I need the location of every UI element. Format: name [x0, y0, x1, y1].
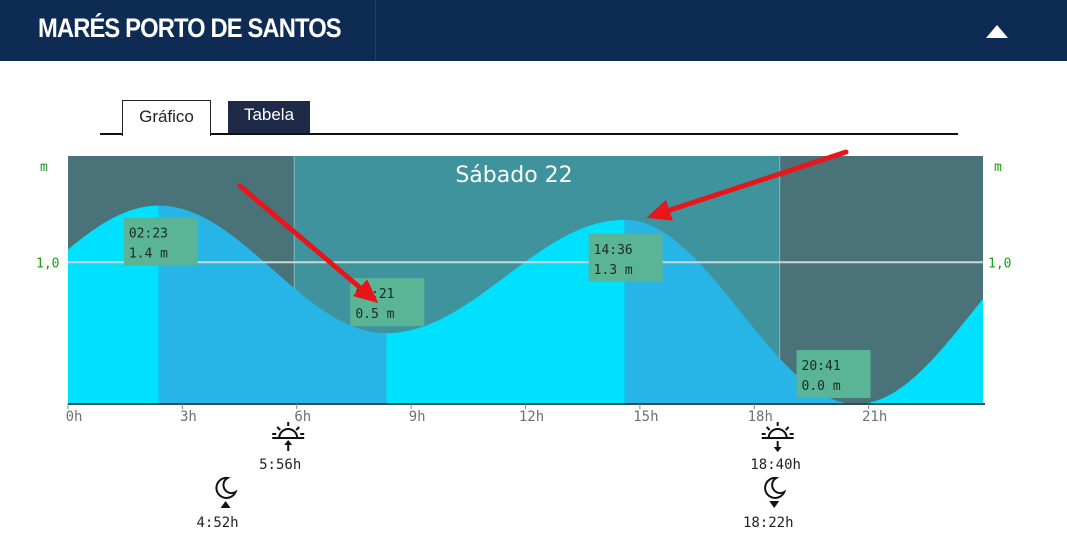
- moonset-icon: [764, 476, 787, 508]
- tide-label-box: [796, 350, 871, 398]
- view-tabs: Gráfico Tabela: [100, 100, 960, 136]
- y-tick-label-left: 1,0: [36, 256, 59, 271]
- collapse-toggle-button[interactable]: [980, 16, 1014, 46]
- x-tick-label: 15h: [633, 409, 658, 425]
- tide-area-segment: [624, 219, 857, 404]
- tide-height-label: 1.4 m: [129, 247, 168, 262]
- y-tick-label-right: 1,0: [988, 256, 1011, 271]
- sunrise-icon: [272, 422, 305, 451]
- annotation-arrow-head: [352, 279, 379, 304]
- tide-label-box: [588, 233, 663, 282]
- tide-time-label: 14:36: [594, 243, 633, 258]
- tide-area-segment: [856, 298, 983, 404]
- triangle-up-icon: [986, 25, 1008, 38]
- x-tick-label: 3h: [180, 409, 197, 425]
- annotation-arrow-line: [666, 149, 849, 213]
- tide-area-segment: [158, 205, 387, 404]
- y-axis-label-right: m: [994, 160, 1002, 175]
- page-title: MARÉS PORTO DE SANTOS: [38, 13, 342, 43]
- chart-title: Sábado 22: [455, 163, 572, 188]
- tabs-baseline: [100, 133, 958, 135]
- x-tick-label: 0h: [66, 409, 83, 425]
- header-divider: [375, 0, 376, 61]
- annotation-arrow-head: [646, 199, 673, 221]
- moonset-time-label: 18:22h: [743, 515, 794, 531]
- y-axis-label-left: m: [40, 160, 48, 175]
- x-tick-label: 6h: [294, 409, 311, 425]
- tide-time-label: 20:41: [802, 359, 841, 374]
- moonrise-icon: [215, 476, 238, 508]
- sunset-icon: [761, 422, 794, 452]
- moonrise-time-label: 4:52h: [196, 515, 238, 531]
- tide-height-label: 0.5 m: [355, 307, 394, 322]
- page-header: MARÉS PORTO DE SANTOS: [0, 0, 1067, 61]
- x-tick-label: 9h: [409, 409, 426, 425]
- tide-height-label: 0.0 m: [802, 379, 841, 394]
- sunrise-time-label: 5:56h: [259, 457, 301, 473]
- tide-chart: m m 1,0 1,0 0h 3h 6h 9h 12h 15h 18h 21h Sábado 22 02:…: [36, 149, 1011, 531]
- tide-time-label: 02:23: [129, 227, 168, 242]
- x-tick-label: 12h: [519, 409, 544, 425]
- tide-label-box: [123, 217, 198, 266]
- tab-grafico[interactable]: Gráfico: [122, 100, 211, 136]
- sunset-time-label: 18:40h: [750, 457, 801, 473]
- x-tick-label: 18h: [748, 409, 773, 425]
- tide-area-segment: [386, 219, 625, 404]
- x-tick-label: 21h: [862, 409, 887, 425]
- annotation-arrow-line: [237, 183, 363, 291]
- tide-height-label: 1.3 m: [594, 263, 633, 278]
- tab-tabela[interactable]: Tabela: [228, 101, 310, 133]
